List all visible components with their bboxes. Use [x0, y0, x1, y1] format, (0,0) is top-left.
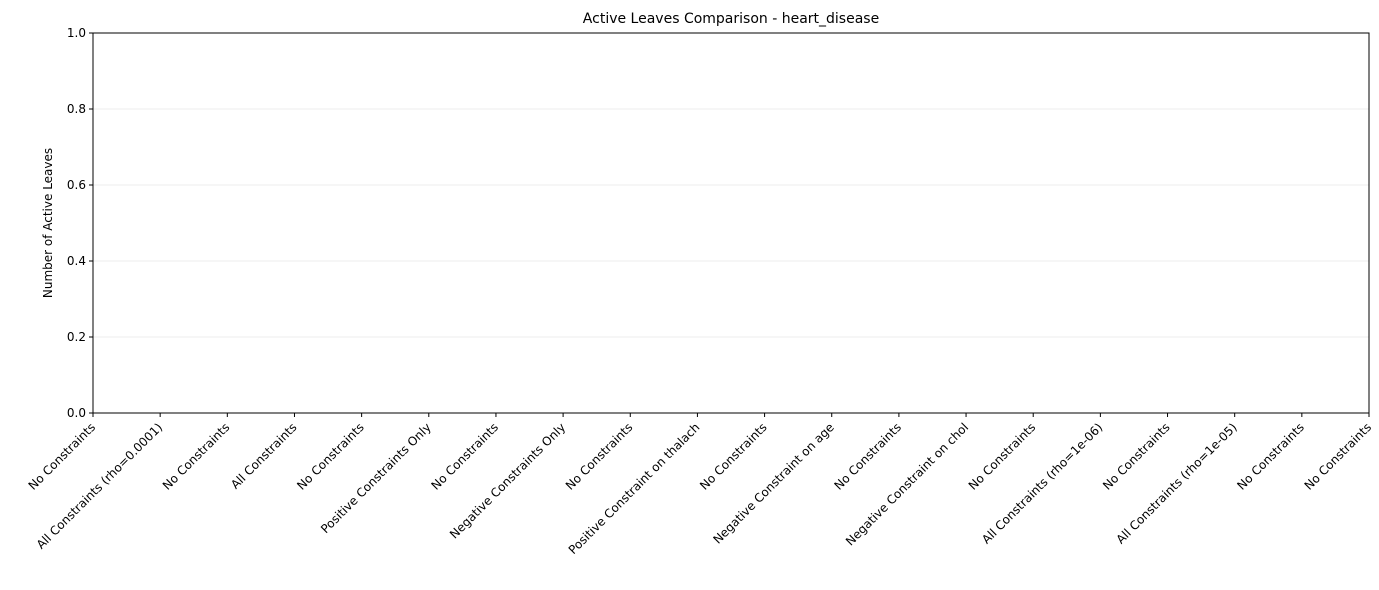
y-tick-label: 0.8 [67, 102, 86, 116]
plot-frame [92, 32, 1370, 414]
x-tick-label: Negative Constraints Only [447, 420, 568, 541]
x-tick-label: No Constraints [697, 420, 770, 493]
x-tick-label: No Constraints [26, 420, 99, 493]
x-tick-label: No Constraints [294, 420, 367, 493]
x-tick-label: All Constraints (rho=0.0001) [34, 420, 166, 552]
x-tick-label: All Constraints (rho=1e-05) [1113, 420, 1239, 546]
y-tick-label: 0.4 [67, 254, 86, 268]
y-tick-label: 0.6 [67, 178, 86, 192]
y-tick-label: 0.0 [67, 406, 86, 420]
x-tick-label: All Constraints (rho=1e-06) [979, 420, 1105, 546]
x-tick-label: Positive Constraints Only [318, 420, 434, 536]
x-tick-label: No Constraints [160, 420, 233, 493]
x-tick-label: No Constraints [966, 420, 1039, 493]
x-tick-label: No Constraints [429, 420, 502, 493]
x-tick-label: No Constraints [1234, 420, 1307, 493]
x-tick-label: Positive Constraint on thalach [566, 420, 703, 557]
y-axis-label: Number of Active Leaves [41, 148, 55, 298]
x-tick-label: No Constraints [831, 420, 904, 493]
chart-title: Active Leaves Comparison - heart_disease [583, 11, 879, 27]
x-tick-label: No Constraints [1302, 420, 1375, 493]
x-tick-label: Negative Constraint on chol [843, 420, 971, 548]
y-tick-label: 1.0 [67, 26, 86, 40]
y-tick-label: 0.2 [67, 330, 86, 344]
x-tick-label: No Constraints [563, 420, 636, 493]
x-tick-label: All Constraints [228, 420, 300, 492]
x-tick-label: No Constraints [1100, 420, 1173, 493]
x-tick-label: Negative Constraint on age [710, 420, 836, 546]
